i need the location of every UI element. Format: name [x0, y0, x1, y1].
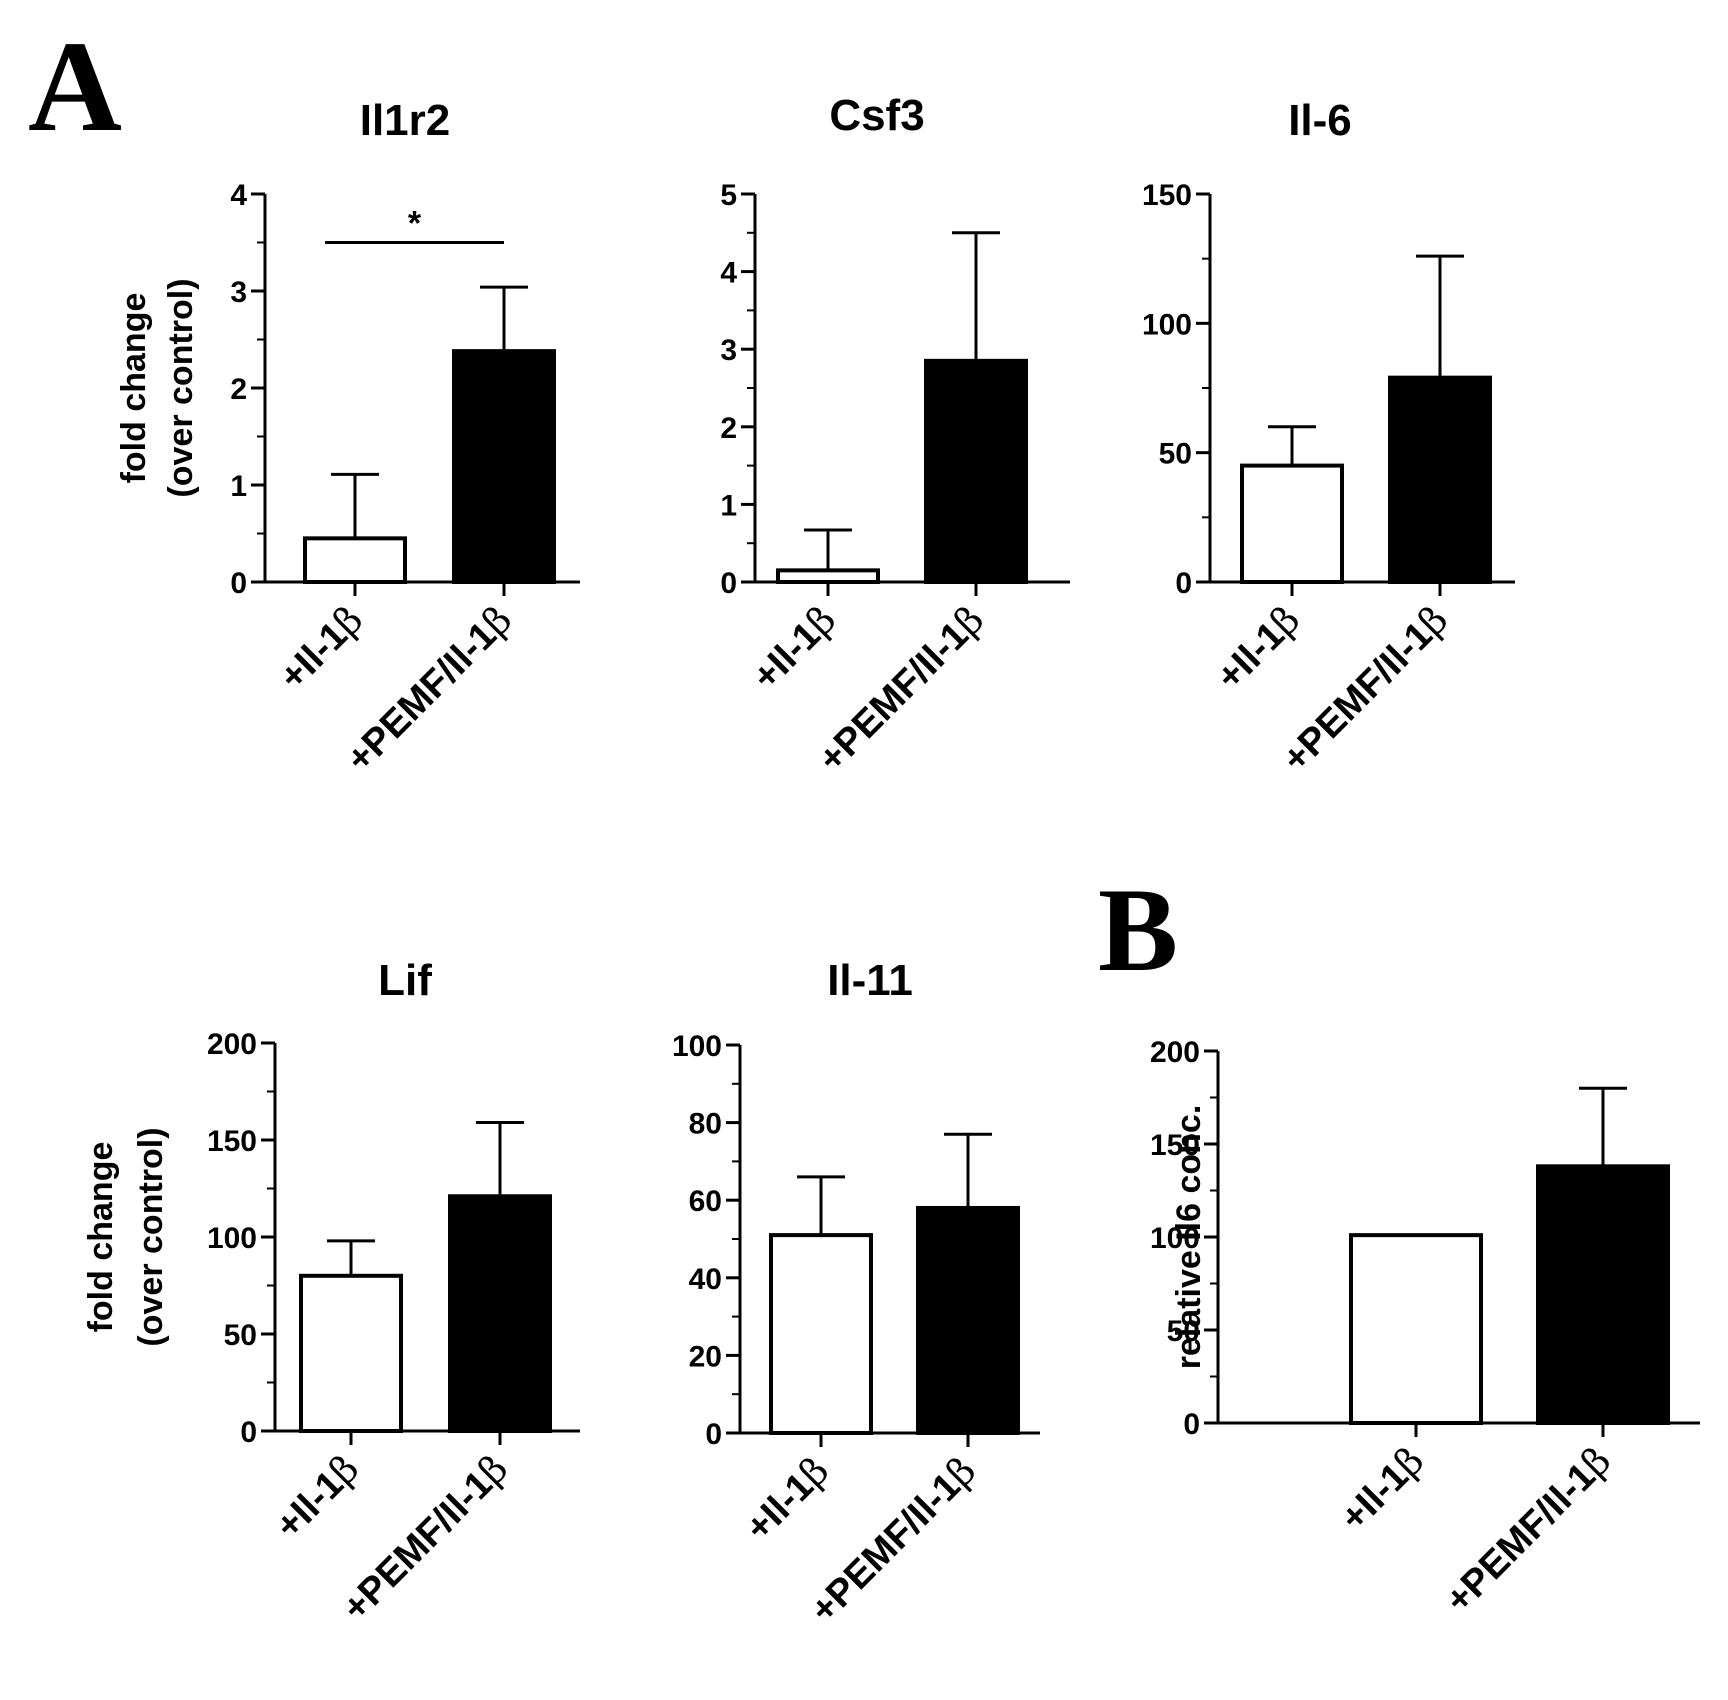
- y-tick-label-il1r2-2: 2: [230, 373, 247, 406]
- y-tick-label-lif-2: 100: [207, 1222, 257, 1255]
- y-tick-label-lif-1: 50: [224, 1319, 257, 1352]
- y-axis-label-il6conc-0: relative Il6 conc.: [1170, 1105, 1208, 1370]
- y-tick-label-il6-2: 100: [1142, 308, 1192, 341]
- y-tick-label-il1r2-4: 4: [230, 179, 247, 212]
- category-label-il1r2-0: +Il-1β: [270, 597, 371, 698]
- y-tick-label-lif-4: 200: [207, 1028, 257, 1061]
- y-tick-label-lif-3: 150: [207, 1125, 257, 1158]
- bar-csf3-1: [924, 358, 1028, 584]
- y-tick-label-il6conc-1: 50: [1167, 1315, 1200, 1348]
- y-tick-label-il11-1: 20: [689, 1340, 722, 1373]
- y-tick-label-il1r2-0: 0: [230, 567, 247, 600]
- category-label-csf3-0: +Il-1β: [743, 597, 844, 698]
- y-tick-label-csf3-3: 3: [720, 334, 737, 367]
- bar-il6-0: [1240, 463, 1344, 585]
- bar-il6-1: [1388, 375, 1492, 584]
- y-axis-label-il1r2-1: (over control): [162, 278, 200, 497]
- y-tick-label-il11-0: 0: [705, 1418, 722, 1451]
- y-tick-label-il11-3: 60: [689, 1185, 722, 1218]
- category-label-lif-0: +Il-1β: [266, 1446, 367, 1547]
- y-tick-label-csf3-5: 5: [720, 179, 737, 212]
- y-tick-label-il6conc-3: 150: [1150, 1129, 1200, 1162]
- y-tick-label-il6-1: 50: [1159, 438, 1192, 471]
- category-label-il11-0: +Il-1β: [736, 1448, 837, 1549]
- category-label-il6-0: +Il-1β: [1207, 597, 1308, 698]
- significance-label-il1r2: *: [408, 205, 422, 243]
- chart-title-lif: Lif: [378, 956, 432, 1005]
- y-tick-label-il11-4: 80: [689, 1108, 722, 1141]
- y-tick-label-il11-5: 100: [672, 1030, 722, 1063]
- chart-il1r2: Il1r2 0 1 2 3 4 fold change (over control) +Il-1…: [115, 96, 580, 781]
- panel-label-a: A: [28, 15, 122, 159]
- y-axis-label-lif-0: fold change: [82, 1142, 120, 1333]
- y-tick-label-il6conc-4: 200: [1150, 1036, 1200, 1069]
- y-tick-label-il6conc-0: 0: [1183, 1408, 1200, 1441]
- bar-csf3-0: [776, 568, 880, 584]
- y-tick-label-csf3-0: 0: [720, 567, 737, 600]
- bar-il11-0: [769, 1233, 873, 1435]
- y-axis-label-il1r2-0: fold change: [115, 293, 153, 484]
- bar-il6conc-0: [1349, 1233, 1483, 1426]
- bar-il11-1: [916, 1205, 1020, 1435]
- y-tick-label-csf3-2: 2: [720, 412, 737, 445]
- y-tick-label-il1r2-3: 3: [230, 276, 247, 309]
- bar-il1r2-0: [303, 536, 407, 584]
- y-axis-label-lif-1: (over control): [132, 1127, 170, 1346]
- chart-title-il1r2: Il1r2: [360, 96, 451, 145]
- y-tick-label-lif-0: 0: [240, 1416, 257, 1449]
- panel-label-b: B: [1098, 863, 1178, 996]
- chart-title-il6: Il-6: [1288, 96, 1352, 145]
- y-tick-label-csf3-4: 4: [720, 257, 737, 290]
- bar-lif-1: [448, 1194, 552, 1434]
- y-tick-label-csf3-1: 1: [720, 489, 737, 522]
- chart-title-il11: Il-11: [827, 956, 913, 1005]
- y-tick-label-il6-3: 150: [1142, 179, 1192, 212]
- chart-lif: Lif 0 50 100 150 200 fold change (over control)…: [82, 956, 580, 1630]
- chart-il6conc: 0 50 100 150 200 relative Il6 conc. +Il-1β +PEM…: [1150, 1036, 1700, 1622]
- bar-il1r2-1: [452, 349, 556, 585]
- category-label-il6conc-0: +Il-1β: [1331, 1438, 1432, 1539]
- y-tick-label-il6-0: 0: [1175, 567, 1192, 600]
- y-tick-label-il1r2-1: 1: [230, 470, 247, 503]
- chart-title-csf3: Csf3: [829, 91, 924, 140]
- y-tick-label-il6conc-2: 100: [1150, 1222, 1200, 1255]
- bar-il6conc-1: [1536, 1164, 1670, 1425]
- bar-lif-0: [299, 1273, 403, 1434]
- y-tick-label-il11-2: 40: [689, 1263, 722, 1296]
- category-label-il6conc-1: +PEMF/Il-1β: [1436, 1438, 1619, 1621]
